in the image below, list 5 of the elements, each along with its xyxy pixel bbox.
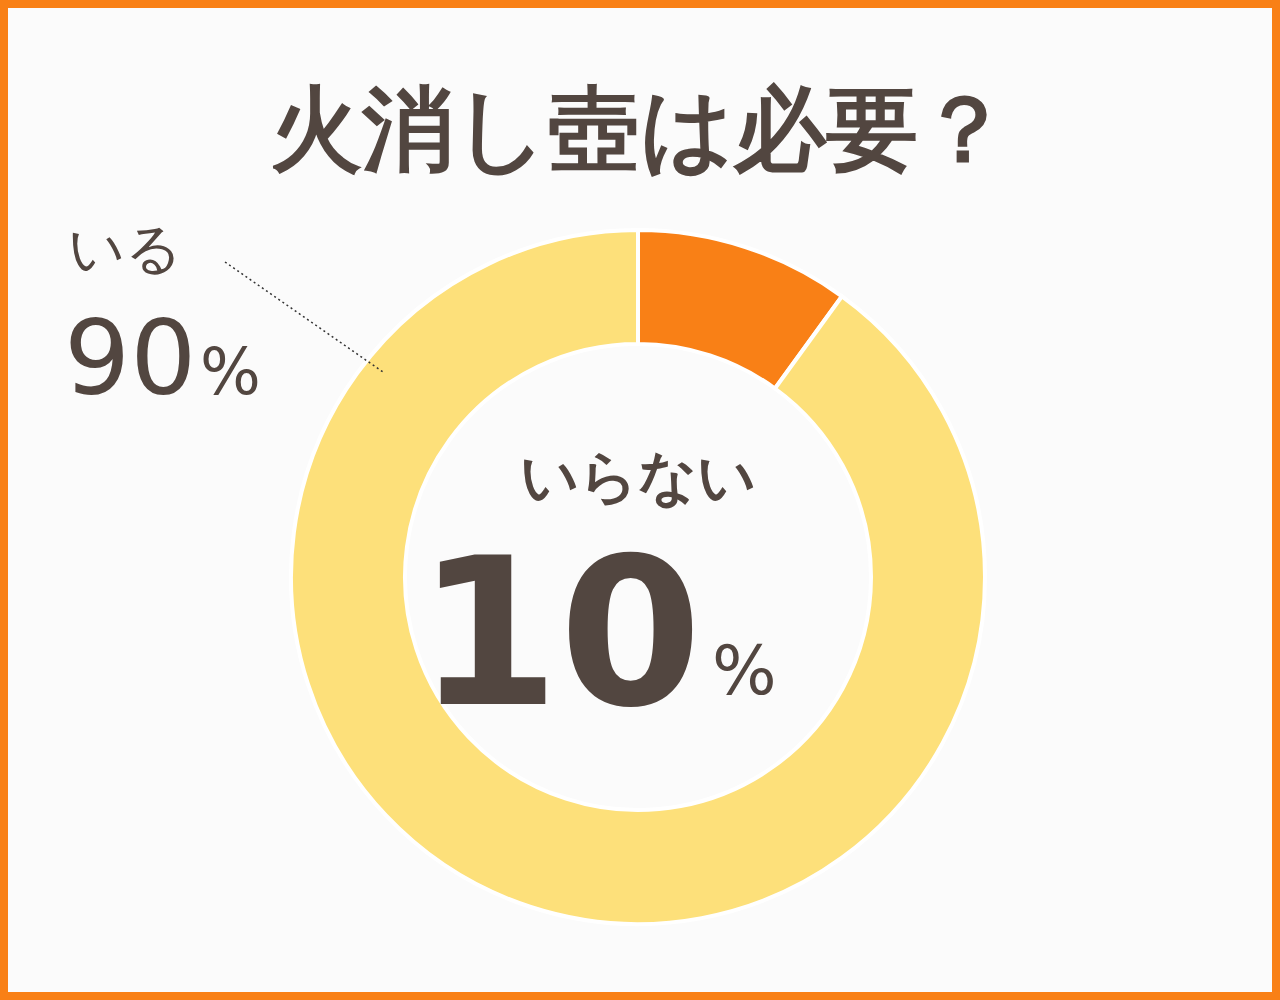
data-label: 90% xyxy=(64,297,261,419)
slice-label: いる xyxy=(68,216,182,281)
slice-label: いらない xyxy=(520,443,756,511)
chart-title: 火消し壺は必要？ xyxy=(270,76,1010,183)
data-label: 10% xyxy=(416,514,777,752)
